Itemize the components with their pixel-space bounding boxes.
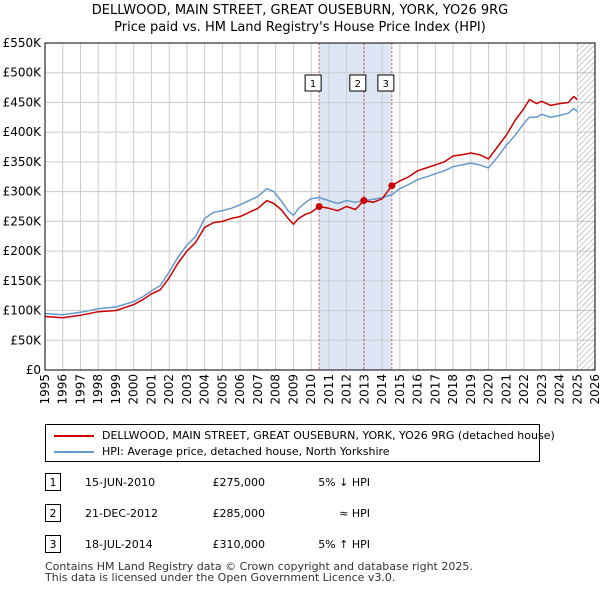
x-tick-label: 2006	[233, 374, 247, 405]
x-tick-label: 2015	[393, 374, 407, 405]
x-tick-label: 2012	[340, 374, 354, 405]
legend: DELLWOOD, MAIN STREET, GREAT OUSEBURN, Y…	[45, 424, 555, 462]
y-tick-label: £200K	[3, 244, 43, 258]
sale-number: 2	[45, 504, 61, 522]
legend-swatch-property	[54, 435, 94, 437]
sale-hpi-relation: 5% ↓ HPI	[318, 476, 370, 489]
x-tick-label: 1996	[56, 374, 70, 405]
x-axis: 1995 1996 1997 1998 1999 2000 2001 2002 2003 2004…	[38, 374, 600, 405]
sale-row-1: 1 15-JUN-2010 £275,000 5% ↓ HPI	[0, 473, 600, 493]
x-tick-label: 2024	[553, 374, 567, 405]
sale-hpi-relation: 5% ↑ HPI	[318, 538, 370, 551]
plot-frame	[44, 42, 596, 371]
y-tick-label: £50K	[10, 333, 42, 347]
x-tick-label: 2011	[322, 374, 336, 405]
sale-date: 21-DEC-2012	[85, 507, 159, 520]
sale-price: £285,000	[212, 507, 266, 520]
series-lines	[44, 95, 578, 319]
sale-label-number: 2	[355, 79, 361, 90]
y-tick-label: £100K	[3, 304, 43, 318]
x-tick-label: 2005	[215, 374, 229, 405]
sale-label-box	[349, 74, 367, 92]
sale-number: 3	[45, 535, 61, 553]
x-tick-label: 2007	[251, 374, 265, 405]
x-tick-label: 2016	[411, 374, 425, 405]
x-tick-label: 2022	[517, 374, 531, 405]
x-tick-label: 2020	[482, 374, 496, 405]
sales-period-band	[319, 43, 392, 370]
sale-point	[388, 182, 396, 190]
sale-date: 18-JUL-2014	[85, 538, 153, 551]
y-tick-label: £550K	[3, 36, 43, 50]
x-tick-label: 2014	[375, 374, 389, 405]
future-hatch	[577, 43, 595, 370]
sale-label-number: 1	[310, 79, 316, 90]
hpi-series-line	[44, 107, 578, 316]
x-tick-label: 2002	[162, 374, 176, 405]
sale-point	[315, 203, 323, 210]
future-hatch-area	[577, 43, 595, 370]
sale-date-lines	[318, 43, 393, 370]
x-tick-label: 2026	[588, 374, 600, 405]
x-tick-label: 2021	[499, 374, 513, 405]
sale-label-box	[377, 74, 395, 92]
property-series-line	[44, 95, 578, 319]
y-tick-label: £450K	[3, 95, 43, 109]
sale-label-number: 3	[383, 79, 389, 90]
footer: Contains HM Land Registry data © Crown c…	[45, 561, 473, 583]
sale-price: £310,000	[212, 538, 266, 551]
x-tick-label: 2013	[357, 374, 371, 405]
x-tick-label: 2008	[269, 374, 283, 405]
y-tick-label: £150K	[3, 274, 43, 288]
title-line-1: DELLWOOD, MAIN STREET, GREAT OUSEBURN, Y…	[91, 3, 509, 18]
sale-row-3: 3 18-JUL-2014 £310,000 5% ↑ HPI	[0, 535, 600, 555]
sale-number: 1	[45, 473, 61, 491]
price-chart: 1 2 3 £0 £50K £100K £150K £200K £250K £300K £350K…	[3, 36, 600, 405]
x-tick-label: 1995	[38, 374, 52, 405]
x-tick-label: 2004	[198, 374, 212, 405]
sale-labels: 1 2 3	[304, 74, 395, 92]
x-tick-label: 2009	[286, 374, 300, 405]
footer-line-2: This data is licensed under the Open Gov…	[45, 571, 396, 584]
y-tick-label: £300K	[3, 185, 43, 199]
sale-point	[360, 197, 368, 205]
x-tick-label: 2017	[428, 374, 442, 405]
chart-title: DELLWOOD, MAIN STREET, GREAT OUSEBURN, Y…	[0, 2, 600, 36]
y-tick-label: £350K	[3, 155, 43, 169]
sales-period-shade	[319, 43, 392, 370]
x-tick-label: 1999	[109, 374, 123, 405]
y-tick-label: £250K	[3, 214, 43, 228]
footer-line-1: Contains HM Land Registry data © Crown c…	[45, 560, 473, 573]
sale-hpi-relation: ≈ HPI	[339, 507, 370, 520]
legend-swatch-hpi	[54, 451, 94, 453]
x-tick-label: 2018	[446, 374, 460, 405]
x-tick-label: 2023	[535, 374, 549, 405]
x-tick-label: 2003	[180, 374, 194, 405]
x-tick-label: 1997	[73, 374, 87, 405]
x-tick-label: 2000	[127, 374, 141, 405]
legend-label-property: DELLWOOD, MAIN STREET, GREAT OUSEBURN, Y…	[102, 429, 555, 442]
x-tick-label: 2001	[144, 374, 158, 405]
y-tick-label: £400K	[3, 125, 43, 139]
x-tick-label: 2010	[304, 374, 318, 405]
x-tick-label: 2019	[464, 374, 478, 405]
sale-price: £275,000	[212, 476, 266, 489]
sale-label-box	[304, 74, 322, 92]
x-tick-label: 2025	[570, 374, 584, 405]
title-line-2: Price paid vs. HM Land Registry's House …	[114, 20, 486, 35]
sale-points	[315, 182, 396, 210]
y-tick-label: £500K	[3, 66, 43, 80]
legend-label-hpi: HPI: Average price, detached house, Nort…	[102, 445, 390, 458]
y-axis: £0 £50K £100K £150K £200K £250K £300K £350K £400…	[3, 36, 43, 377]
x-tick-label: 1998	[91, 374, 105, 405]
y-tick-label: £0	[26, 363, 41, 377]
sale-row-2: 2 21-DEC-2012 £285,000 ≈ HPI	[0, 504, 600, 524]
sale-date: 15-JUN-2010	[85, 476, 156, 489]
